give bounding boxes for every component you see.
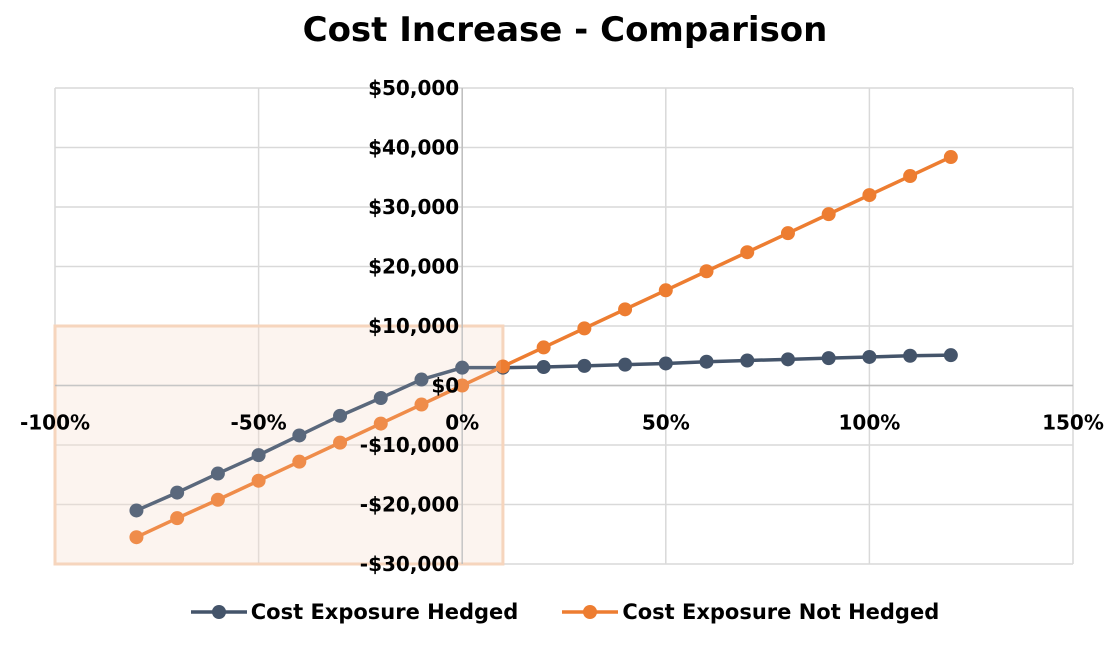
series-1-point-4 [292, 454, 307, 469]
series-0-point-6 [373, 390, 388, 405]
series-1-point-20 [943, 150, 958, 165]
x-tick-label-1: -50% [231, 411, 287, 435]
series-1-point-18 [862, 188, 877, 203]
series-0-point-3 [251, 448, 266, 463]
legend: Cost Exposure Hedged Cost Exposure Not H… [0, 600, 1120, 624]
series-0-point-4 [292, 428, 307, 443]
y-tick-label-2: $30,000 [368, 195, 459, 219]
series-0-point-2 [210, 466, 225, 481]
legend-marker-hedged [190, 605, 247, 619]
y-tick-label-5: $0 [431, 374, 459, 398]
series-0-point-12 [618, 357, 633, 372]
series-1-point-12 [618, 302, 633, 317]
series-1-point-1 [170, 511, 185, 526]
series-1-point-10 [536, 340, 551, 355]
chart-title: Cost Increase - Comparison [302, 10, 828, 50]
series-0-point-7 [414, 372, 429, 387]
series-1-point-2 [210, 492, 225, 507]
series-1-point-19 [903, 169, 918, 184]
legend-label-not-hedged: Cost Exposure Not Hedged [622, 600, 940, 624]
y-tick-label-0: $50,000 [368, 76, 459, 100]
x-tick-label-0: -100% [20, 411, 90, 435]
chart-canvas: $50,000 $40,000 $30,000 $20,000 $10,000 $0 -$1… [20, 76, 1104, 576]
series-0-point-5 [333, 408, 348, 423]
x-tick-label-5: 150% [1042, 411, 1104, 435]
series-0-point-10 [536, 360, 551, 375]
y-tick-label-8: -$30,000 [360, 552, 459, 576]
highlight-overlay [57, 328, 501, 562]
series-1-point-11 [577, 321, 592, 336]
x-tick-label-3: 50% [642, 411, 690, 435]
tick-labels: $50,000 $40,000 $30,000 $20,000 $10,000 $0 -$1… [20, 76, 1104, 576]
series-0-point-15 [740, 353, 755, 368]
series-1-point-9 [495, 359, 510, 374]
series-0-point-13 [658, 356, 673, 371]
series-0-point-16 [780, 352, 795, 367]
series-1-point-6 [373, 416, 388, 431]
axes [55, 88, 1073, 564]
series-0-point-17 [821, 351, 836, 366]
series-0-point-0 [129, 503, 144, 518]
legend-marker-not-hedged [562, 605, 619, 619]
x-tick-label-4: 100% [839, 411, 901, 435]
series-1-point-14 [699, 264, 714, 279]
series-0-point-11 [577, 358, 592, 373]
series-1-point-0 [129, 530, 144, 545]
legend-label-hedged: Cost Exposure Hedged [250, 600, 519, 624]
series-1-point-3 [251, 473, 266, 488]
y-tick-label-6: -$10,000 [360, 433, 459, 457]
y-tick-label-3: $20,000 [368, 255, 459, 279]
y-tick-label-7: -$20,000 [360, 493, 459, 517]
series-0-point-14 [699, 354, 714, 369]
series-0-point-19 [903, 348, 918, 363]
series-1-point-7 [414, 397, 429, 412]
series-1-point-5 [333, 435, 348, 450]
series-1-point-8 [455, 378, 470, 393]
y-tick-label-4: $10,000 [368, 314, 459, 338]
series-1-point-13 [658, 283, 673, 298]
series-1-point-16 [780, 226, 795, 241]
series-0-point-1 [170, 485, 185, 500]
series-0-point-18 [862, 349, 877, 364]
series-layer [57, 150, 958, 562]
x-tick-label-2: 0% [445, 411, 479, 435]
series-1-point-17 [821, 207, 836, 222]
legend-item-not-hedged[interactable]: Cost Exposure Not Hedged [562, 600, 939, 624]
y-tick-label-1: $40,000 [368, 136, 459, 160]
series-0-point-20 [943, 348, 958, 363]
series-1-point-15 [740, 245, 755, 260]
legend-item-hedged[interactable]: Cost Exposure Hedged [190, 600, 519, 624]
series-0-point-8 [455, 360, 470, 375]
